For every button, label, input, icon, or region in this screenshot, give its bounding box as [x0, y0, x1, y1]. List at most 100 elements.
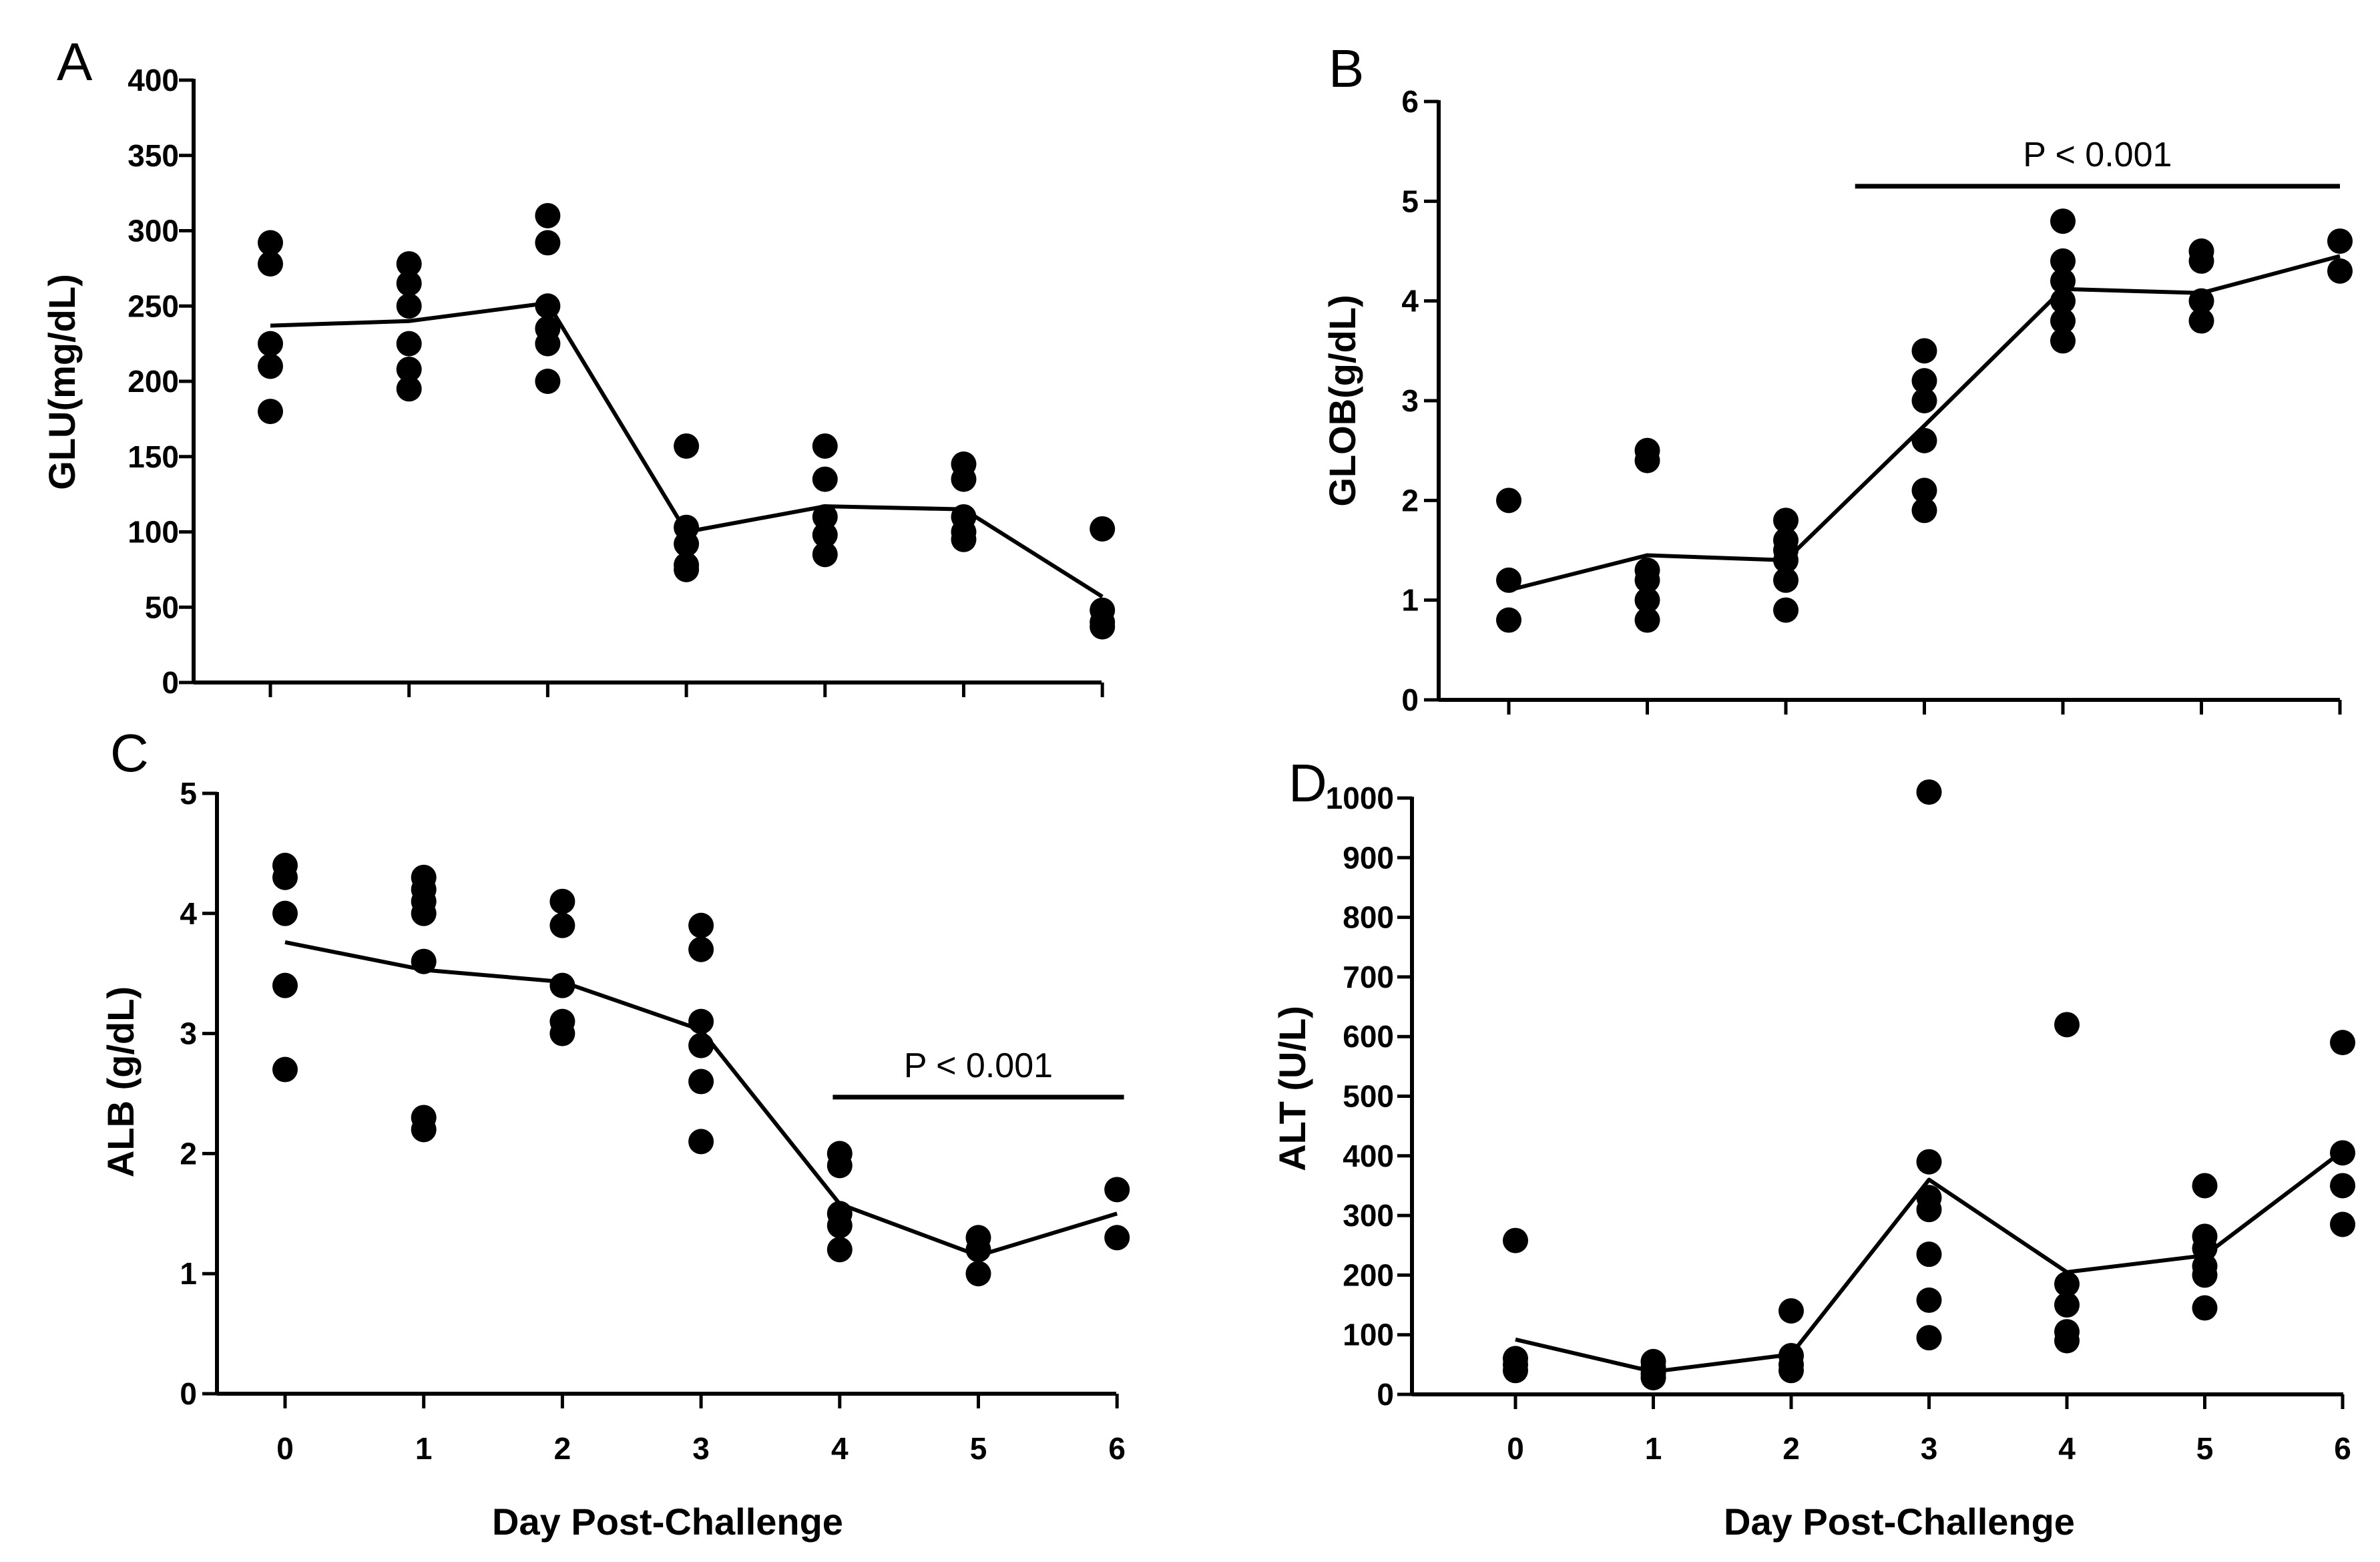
data-point — [272, 972, 298, 998]
data-point — [2188, 288, 2214, 314]
data-point — [688, 1129, 714, 1155]
y-tick-label: 0 — [1401, 682, 1419, 717]
data-point — [1916, 1241, 1942, 1267]
data-point — [535, 230, 561, 256]
y-tick-label: 0 — [1377, 1377, 1394, 1412]
data-point — [812, 466, 838, 492]
data-point — [1911, 498, 1937, 524]
y-tick-label: 1 — [1401, 583, 1419, 618]
data-point — [396, 331, 422, 357]
data-point — [1503, 1358, 1528, 1384]
significance-label: P < 0.001 — [2023, 136, 2172, 174]
data-point — [535, 369, 561, 394]
y-tick-label: 50 — [145, 590, 179, 624]
data-point — [2050, 268, 2076, 294]
data-point — [1773, 547, 1799, 573]
data-point — [812, 504, 838, 530]
x-tick-label: 6 — [1108, 1431, 1126, 1466]
data-point — [688, 1032, 714, 1058]
y-tick-label: 200 — [128, 364, 179, 399]
y-tick-label: 200 — [1343, 1257, 1394, 1292]
data-point — [688, 1008, 714, 1034]
data-point — [826, 1237, 853, 1263]
data-point — [1634, 447, 1660, 473]
x-axis-title: Day Post-Challenge — [492, 1501, 843, 1543]
y-axis-title: GLOB(g/dL) — [1321, 295, 1363, 506]
data-point — [258, 230, 283, 256]
y-tick-label: 100 — [1343, 1318, 1394, 1352]
data-point — [1634, 607, 1660, 633]
data-point — [1778, 1358, 1804, 1384]
data-point — [258, 353, 283, 379]
y-tick-label: 100 — [128, 515, 179, 550]
data-point — [1773, 508, 1799, 534]
x-tick-label: 5 — [2196, 1431, 2214, 1466]
data-point — [2050, 308, 2076, 334]
data-point — [951, 466, 977, 492]
y-tick-label: 300 — [1343, 1198, 1394, 1233]
data-point — [2330, 1173, 2355, 1199]
panel-letter-d: D — [1288, 753, 1327, 813]
y-axis-title: GLU(mg/dL) — [41, 274, 83, 490]
x-tick-label: 4 — [2058, 1431, 2076, 1466]
data-point — [1496, 487, 1521, 514]
data-point — [2330, 1211, 2355, 1237]
data-point — [1911, 368, 1937, 394]
panel-d: D ALT (U/L) Day Post-Challenge 010020030… — [1271, 753, 2355, 1543]
data-point — [272, 864, 298, 890]
y-tick-label: 250 — [128, 288, 179, 323]
panel-c: C ALB (g/dL) Day Post-Challenge 0 1 2 3 4 5 0 1… — [99, 723, 1130, 1543]
data-point — [1104, 1225, 1130, 1251]
x-tick-label: 5 — [970, 1431, 987, 1466]
data-point — [1916, 1197, 1942, 1223]
data-point — [549, 1020, 575, 1046]
data-point — [2192, 1295, 2218, 1321]
data-point — [2192, 1235, 2218, 1261]
panel-letter-c: C — [110, 723, 149, 783]
x-tick-label: 1 — [1645, 1431, 1662, 1466]
data-point — [826, 1213, 853, 1239]
data-point — [411, 900, 437, 926]
data-point — [826, 1153, 853, 1179]
y-tick-label: 700 — [1343, 960, 1394, 994]
significance-label: P < 0.001 — [904, 1046, 1053, 1085]
y-tick-label: 6 — [1401, 84, 1419, 119]
data-point — [396, 376, 422, 402]
data-point — [688, 936, 714, 962]
data-point — [1634, 567, 1660, 593]
x-tick-label: 4 — [831, 1431, 849, 1466]
data-point — [396, 293, 422, 319]
y-tick-label: 400 — [1343, 1139, 1394, 1173]
y-tick-label: 900 — [1343, 840, 1394, 875]
data-point — [2054, 1328, 2080, 1354]
data-point — [1916, 779, 1942, 805]
y-tick-label: 150 — [128, 439, 179, 474]
data-point — [411, 1117, 437, 1143]
data-point — [1104, 1177, 1130, 1203]
data-point — [396, 270, 422, 297]
data-point — [1773, 567, 1799, 593]
data-point — [258, 251, 283, 277]
x-tick-label: 0 — [1507, 1431, 1524, 1466]
data-point — [535, 331, 561, 357]
data-point — [2192, 1262, 2218, 1288]
data-point — [1090, 516, 1116, 542]
data-point — [2327, 228, 2353, 254]
data-point — [1640, 1364, 1666, 1390]
data-point — [812, 542, 838, 568]
x-tick-label: 2 — [1782, 1431, 1800, 1466]
y-tick-label: 0 — [180, 1376, 197, 1411]
panel-a: A GLU(mg/dL) 0 50 100 150 200 250 300 350 400 — [41, 32, 1116, 700]
y-tick-label: 500 — [1343, 1079, 1394, 1114]
data-point — [1503, 1227, 1528, 1253]
y-tick-label: 3 — [1401, 383, 1419, 418]
data-point — [549, 972, 575, 998]
data-point — [1911, 388, 1937, 413]
data-point — [2050, 328, 2076, 354]
y-tick-label: 800 — [1343, 900, 1394, 935]
data-point — [396, 356, 422, 382]
data-point — [965, 1237, 991, 1263]
y-tick-label: 4 — [180, 896, 197, 931]
y-tick-label: 5 — [180, 776, 197, 811]
